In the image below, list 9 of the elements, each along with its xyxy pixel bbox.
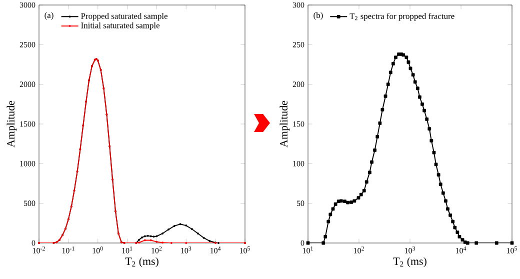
y-axis-title: Amplitude	[6, 100, 17, 148]
y-axis-title: Amplitude	[280, 100, 290, 148]
legend-label: T$_{2}$ spectra for propped fracture	[350, 12, 454, 21]
annotation: (b)	[314, 12, 323, 20]
x-axis-title: T$_{2}$ (ms)	[393, 257, 426, 268]
annotation: (a)	[44, 12, 54, 20]
legend-label: Propped saturated sample	[81, 12, 168, 21]
x-axis-title: T$_{2}$ (ms)	[125, 257, 158, 268]
legend-label: Initial saturated sample	[81, 22, 160, 30]
